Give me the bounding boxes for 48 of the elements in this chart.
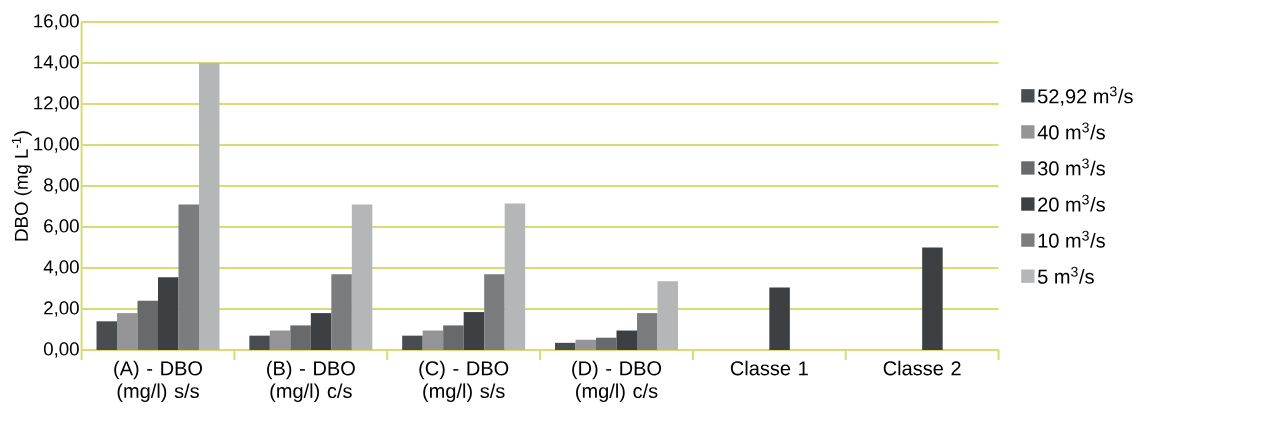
x-tick-label: (A) - DBO (mg/l) s/s xyxy=(114,360,203,403)
y-tick-label: 0,00 xyxy=(43,342,79,358)
y-tick-label: 12,00 xyxy=(34,96,79,112)
legend-label: 20 m$^{3}$/s xyxy=(1038,194,1105,212)
y-tick-label: 4,00 xyxy=(43,260,79,276)
legend-label: 30 m$^{3}$/s xyxy=(1037,158,1105,176)
bar xyxy=(922,247,943,350)
x-tick-label: (B) - DBO (mg/l) c/s xyxy=(267,360,355,403)
bar xyxy=(310,313,332,350)
y-tick-label: 16,00 xyxy=(34,14,79,30)
y-tick-label: 8,00 xyxy=(44,178,79,194)
bar xyxy=(596,337,617,350)
bar xyxy=(616,330,638,350)
bar xyxy=(117,313,138,350)
x-tick-label: (D) - DBO (mg/l) c/s xyxy=(572,360,662,403)
bar xyxy=(463,312,485,350)
bar xyxy=(484,274,505,350)
x-tick-label: Classe 1 xyxy=(730,360,808,376)
bar xyxy=(422,330,444,350)
bar xyxy=(269,330,291,350)
bar xyxy=(290,325,311,350)
bar xyxy=(249,335,270,350)
bar xyxy=(178,204,199,350)
bar xyxy=(351,204,373,350)
bar xyxy=(96,321,118,350)
bar xyxy=(443,325,464,350)
legend-label: 5 m$^{3}$/s xyxy=(1037,266,1094,284)
bar xyxy=(555,342,576,350)
bar xyxy=(199,63,220,350)
bar xyxy=(504,203,526,350)
bar xyxy=(331,274,352,350)
x-tick-label: (C) - DBO (mg/l) s/s xyxy=(419,360,509,403)
legend-label: 10 m$^{3}$/s xyxy=(1038,230,1105,248)
bar xyxy=(575,339,597,350)
y-tick-label: 14,00 xyxy=(34,55,79,71)
legend-label: 52,92 m$^{3}$/s xyxy=(1037,86,1133,106)
bar xyxy=(158,277,179,350)
bar xyxy=(137,300,159,350)
legend-label: 40 m$^{3}$/s xyxy=(1037,122,1105,140)
y-axis-title: DBO (mg L$^{-1}$) xyxy=(11,131,32,241)
y-tick-label: 10,00 xyxy=(34,137,79,153)
bar xyxy=(769,287,790,350)
bar xyxy=(657,281,678,350)
bar xyxy=(637,313,658,350)
x-tick-label: Classe 2 xyxy=(883,360,961,376)
bar xyxy=(402,335,423,350)
y-tick-label: 6,00 xyxy=(44,219,79,235)
y-tick-label: 2,00 xyxy=(44,301,79,317)
